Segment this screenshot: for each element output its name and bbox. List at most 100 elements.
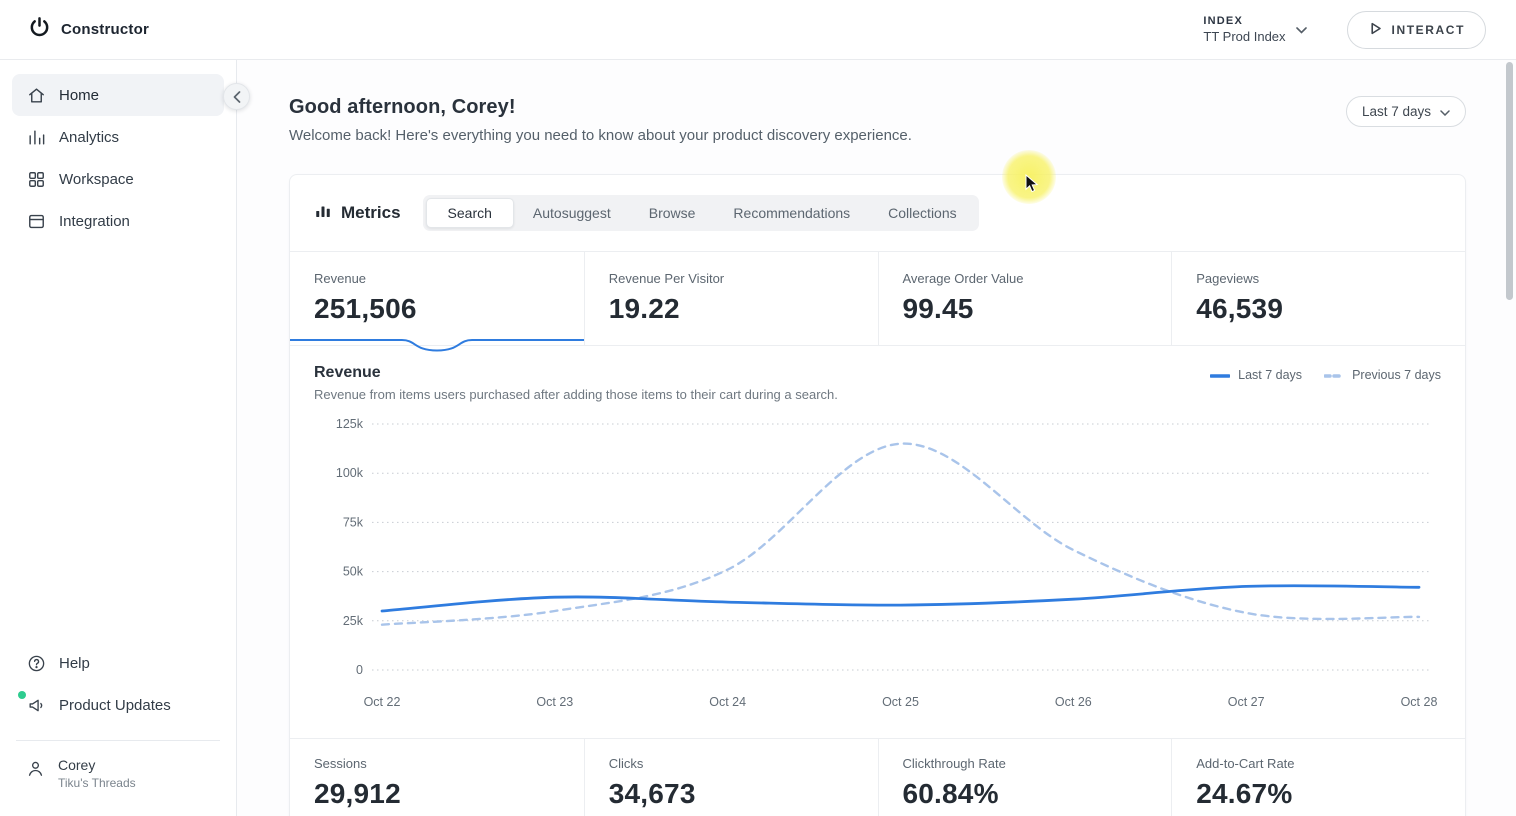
svg-text:Oct 27: Oct 27: [1228, 695, 1265, 709]
sidebar-item-label: Help: [59, 654, 90, 672]
top-stats-row: Revenue 251,506 Revenue Per Visitor 19.2…: [290, 251, 1465, 352]
stat-value: 34,673: [608, 778, 696, 809]
brand: Constructor: [28, 16, 149, 44]
bar-chart-icon: [26, 127, 46, 147]
metrics-title-label: Metrics: [341, 203, 401, 222]
chevron-down-icon: [1440, 104, 1450, 119]
interact-label: INTERACT: [1391, 22, 1465, 37]
chart-subtitle: Revenue from items users purchased after…: [314, 387, 838, 402]
stat-value: 46,539: [1196, 293, 1284, 324]
tab-collections[interactable]: Collections: [869, 198, 975, 228]
sidebar-item-product-updates[interactable]: Product Updates: [12, 684, 224, 726]
stat-tile-average-order-value[interactable]: Average Order Value 99.45: [877, 252, 1172, 345]
svg-text:Oct 25: Oct 25: [882, 695, 919, 709]
svg-text:50k: 50k: [343, 565, 364, 579]
tab-recommendations[interactable]: Recommendations: [714, 198, 869, 228]
notification-dot: [18, 691, 26, 699]
chevron-down-icon: [1295, 21, 1307, 39]
revenue-line-chart: 0 25k 50k 75k 100k 125k Oct 22 Oct 23 Oct 24 Oct …: [336, 417, 1438, 709]
stat-tile-revenue[interactable]: Revenue 251,506: [290, 252, 584, 352]
stat-tile-revenue-per-visitor[interactable]: Revenue Per Visitor 19.22: [583, 252, 878, 345]
brand-name: Constructor: [61, 21, 150, 38]
stat-value: 29,912: [314, 778, 401, 809]
sidebar-item-help[interactable]: Help: [12, 642, 224, 684]
legend-swatch-solid: [1209, 368, 1231, 382]
sidebar-item-integration[interactable]: Integration: [12, 200, 224, 242]
chart-title: Revenue: [314, 364, 381, 381]
stat-label: Average Order Value: [902, 271, 1024, 286]
sidebar-item-label: Analytics: [59, 128, 120, 146]
stat-tile-clicks[interactable]: Clicks 34,673: [583, 739, 878, 816]
bottom-stats-row: Sessions 29,912 Clicks 34,673 Clickthrou…: [290, 738, 1465, 816]
stat-value: 24.67%: [1196, 778, 1293, 809]
index-label: INDEX: [1203, 15, 1244, 27]
index-selector[interactable]: INDEX TT Prod Index: [1203, 15, 1307, 44]
play-icon: [1368, 21, 1383, 39]
legend-swatch-dashed: [1323, 368, 1345, 382]
sidebar-item-label: Home: [59, 86, 100, 104]
stat-label: Pageviews: [1196, 271, 1260, 286]
welcome-text: Welcome back! Here's everything you need…: [289, 127, 912, 144]
stat-label: Add-to-Cart Rate: [1196, 756, 1295, 771]
chart-legend: Last 7 days Previous 7 days: [1209, 368, 1441, 382]
home-icon: [26, 85, 46, 105]
user-name: Corey: [58, 757, 96, 773]
tab-browse[interactable]: Browse: [630, 198, 715, 228]
user-block[interactable]: Corey Tiku's Threads: [12, 753, 224, 798]
svg-text:Oct 22: Oct 22: [364, 695, 401, 709]
sidebar-item-label: Workspace: [59, 170, 134, 188]
metrics-header: Metrics: [314, 202, 401, 225]
stat-value: 251,506: [314, 293, 417, 324]
integration-box-icon: [26, 211, 46, 231]
page-title: Good afternoon, Corey!: [289, 96, 516, 118]
stat-label: Clickthrough Rate: [902, 756, 1006, 771]
stat-value: 99.45: [902, 293, 974, 324]
stat-tile-clickthrough-rate[interactable]: Clickthrough Rate 60.84%: [877, 739, 1172, 816]
svg-text:75k: 75k: [343, 515, 364, 529]
legend-item-previous-7-days[interactable]: Previous 7 days: [1323, 368, 1441, 382]
stat-tile-add-to-cart-rate[interactable]: Add-to-Cart Rate 24.67%: [1171, 739, 1465, 816]
stat-tile-pageviews[interactable]: Pageviews 46,539: [1171, 252, 1465, 345]
svg-text:Oct 24: Oct 24: [709, 695, 746, 709]
stat-label: Clicks: [608, 756, 644, 771]
date-range-dropdown[interactable]: Last 7 days: [1345, 96, 1466, 127]
tab-autosuggest[interactable]: Autosuggest: [514, 198, 630, 228]
megaphone-icon: [26, 695, 46, 715]
sidebar-item-workspace[interactable]: Workspace: [12, 158, 224, 200]
svg-text:Oct 23: Oct 23: [536, 695, 573, 709]
legend-label: Last 7 days: [1238, 368, 1303, 382]
stat-label: Revenue: [314, 271, 367, 286]
tab-search[interactable]: Search: [425, 198, 514, 228]
sidebar: Home Analytics Workspace Integration: [0, 60, 237, 816]
interact-button[interactable]: INTERACT: [1346, 10, 1486, 49]
stat-value: 60.84%: [902, 778, 999, 809]
user-icon: [26, 759, 45, 783]
constructor-logo-icon: [28, 16, 51, 44]
date-range-label: Last 7 days: [1361, 104, 1431, 119]
help-icon: [26, 653, 46, 673]
stat-label: Revenue Per Visitor: [608, 271, 725, 286]
main-content: Good afternoon, Corey! Welcome back! Her…: [237, 60, 1516, 816]
sidebar-item-analytics[interactable]: Analytics: [12, 116, 224, 158]
metrics-tabs: Search Autosuggest Browse Recommendation…: [422, 195, 979, 231]
legend-item-last-7-days[interactable]: Last 7 days: [1209, 368, 1303, 382]
svg-text:0: 0: [356, 663, 363, 677]
svg-text:100k: 100k: [336, 466, 364, 480]
legend-label: Previous 7 days: [1352, 368, 1441, 382]
metrics-chart-icon: [314, 202, 332, 225]
sidebar-item-home[interactable]: Home: [12, 74, 224, 116]
svg-text:Oct 28: Oct 28: [1401, 695, 1438, 709]
revenue-chart-section: Revenue Revenue from items users purchas…: [290, 346, 1465, 738]
sidebar-item-label: Product Updates: [59, 696, 171, 714]
grid-icon: [26, 169, 46, 189]
sidebar-divider: [16, 740, 220, 741]
topbar: Constructor INDEX TT Prod Index INTERACT: [0, 0, 1516, 60]
metrics-card: Metrics Search Autosuggest Browse Recomm…: [289, 174, 1466, 816]
svg-text:25k: 25k: [343, 614, 364, 628]
sidebar-collapse-button[interactable]: [223, 83, 250, 110]
user-org: Tiku's Threads: [58, 776, 136, 790]
stat-tile-sessions[interactable]: Sessions 29,912: [290, 739, 584, 816]
svg-text:125k: 125k: [336, 417, 364, 431]
stat-label: Sessions: [314, 756, 367, 771]
vertical-scrollbar[interactable]: [1506, 62, 1513, 300]
